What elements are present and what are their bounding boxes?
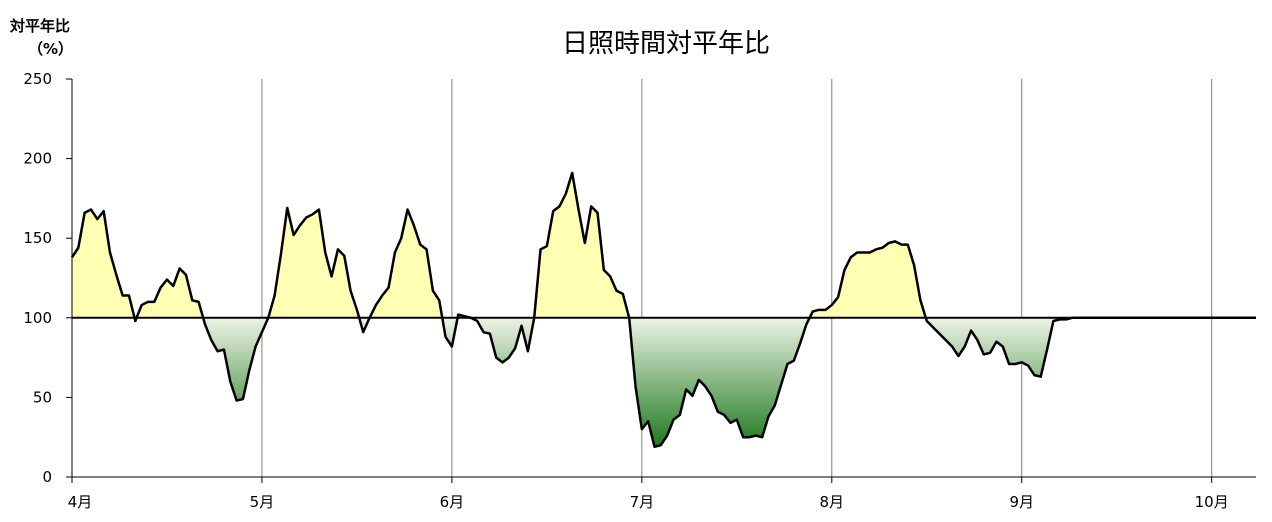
x-tick-label-month: 7月: [630, 493, 655, 511]
y-tick-labels: 0 50 100 150 200 250: [23, 70, 72, 486]
area-above-normal: [72, 172, 926, 317]
y-tick-label-100: 100: [23, 309, 52, 327]
x-tick-label-month: 5月: [250, 493, 275, 511]
series-line: [70, 171, 1256, 449]
month-gridlines: [261, 79, 1213, 477]
x-tick-labels: 4月 5月 6月 7月 8月 9月 10月: [68, 477, 1229, 511]
y-tick-label-250: 250: [23, 70, 52, 88]
x-tick-label-month: 6月: [440, 493, 465, 511]
axes: [71, 79, 1256, 478]
y-tick-label-0: 0: [42, 468, 52, 486]
y-axis-label-line2: （%）: [28, 40, 73, 58]
x-tick-label-month: 10月: [1195, 493, 1229, 511]
deviation-areas: [70, 171, 1256, 449]
x-tick-label-month: 9月: [1009, 493, 1034, 511]
y-tick-label-200: 200: [23, 150, 52, 168]
x-tick-label-month: 4月: [68, 493, 93, 511]
x-tick-label-month: 8月: [820, 493, 845, 511]
y-axis-label-line1: 対平年比: [9, 17, 70, 35]
y-tick-label-150: 150: [23, 229, 52, 247]
area-below-normal: [72, 317, 1256, 447]
y-tick-label-50: 50: [33, 388, 52, 406]
chart-title: 日照時間対平年比: [562, 29, 770, 59]
